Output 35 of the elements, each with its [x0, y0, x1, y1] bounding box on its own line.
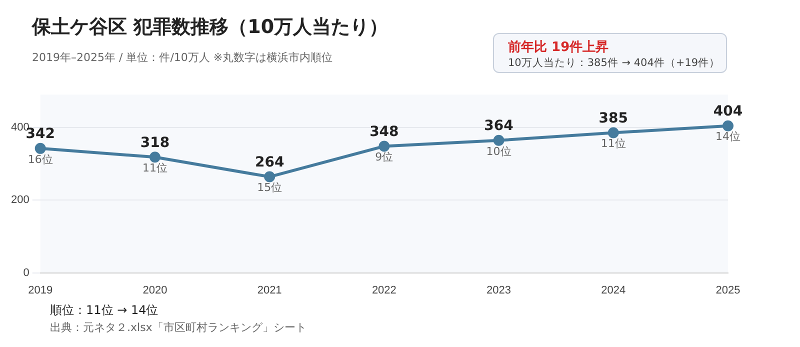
annotation: 11位: [600, 137, 626, 150]
source-note: 出典：元ネタ２.xlsx「市区町村ランキング」シート: [50, 320, 306, 335]
annotation: 16位: [28, 152, 53, 166]
point: [608, 127, 619, 138]
chart-title: 保土ケ谷区 犯罪数推移（10万人当たり）: [32, 15, 388, 40]
point: [722, 120, 734, 132]
chart-subtitle: 2019年–2025年 / 単位：件/10万人 ※丸数字は横浜市内順位: [32, 50, 333, 65]
annotation: 9位: [375, 150, 394, 164]
annotation: 10位: [486, 144, 512, 158]
point: [378, 140, 390, 152]
point: [149, 152, 160, 163]
x-tick-label: 2022: [372, 284, 396, 296]
x-tick-label: 2021: [257, 284, 282, 296]
x-tick-label: 2025: [716, 284, 740, 296]
x-tick-label: 2024: [601, 284, 626, 296]
text: 前年比 19件上昇: [508, 39, 609, 56]
data-label: 385: [598, 110, 628, 126]
annotation: 15位: [257, 181, 282, 194]
text: 順位：11位 → 14位: [50, 302, 158, 319]
x-tick-label: 2019: [28, 284, 53, 296]
data-label: 264: [254, 154, 284, 170]
y-tick-label: 0: [23, 266, 30, 279]
data-label: 364: [484, 118, 514, 134]
point: [493, 134, 504, 146]
annotation: 14位: [716, 130, 740, 144]
data-label: 404: [713, 104, 743, 120]
data-label: 348: [370, 124, 399, 140]
text: 10万人当たり：385件 → 404件（+19件）: [508, 56, 720, 70]
point: [264, 171, 276, 182]
x-tick-label: 2020: [142, 284, 168, 296]
data-label: 318: [140, 134, 170, 151]
point: [34, 142, 46, 154]
x-tick-label: 2023: [486, 284, 512, 296]
annotation: 11位: [142, 162, 168, 175]
y-tick-label: 200: [10, 194, 30, 206]
